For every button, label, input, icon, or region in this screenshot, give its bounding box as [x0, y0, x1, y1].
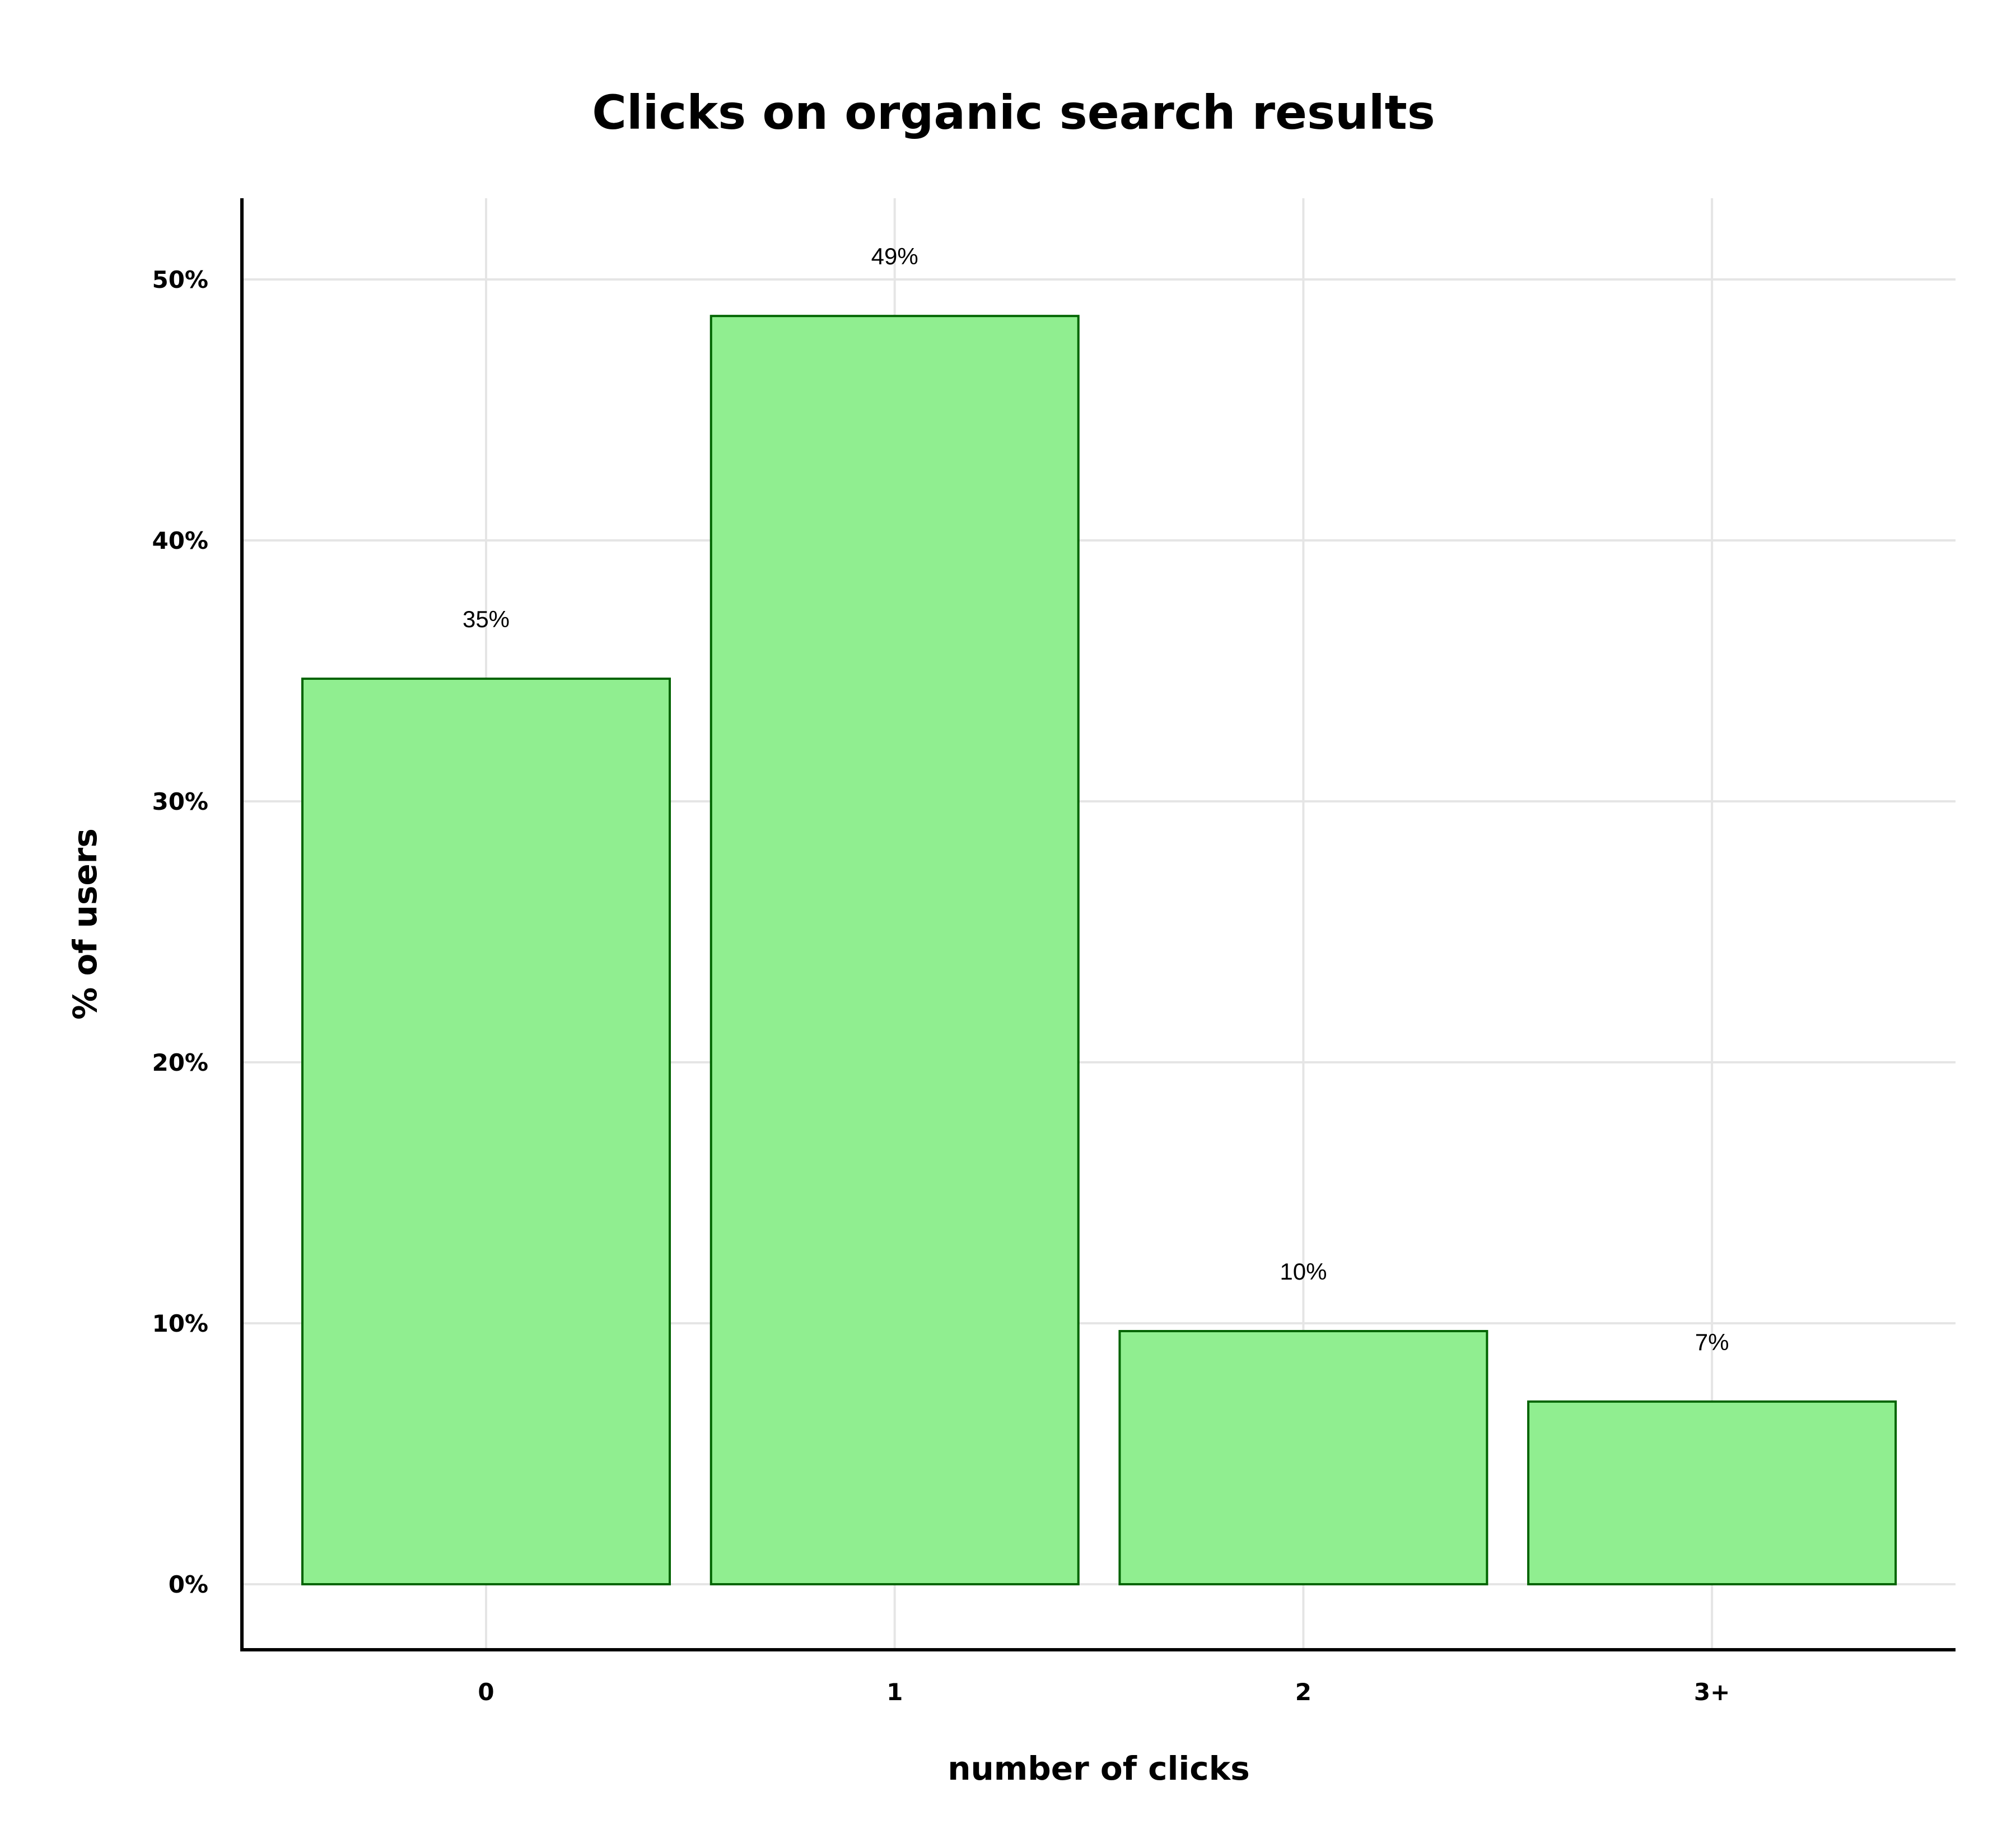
- y-tick-label: 20%: [152, 1049, 208, 1076]
- bar-0: [301, 677, 671, 1585]
- bar-1: [710, 315, 1080, 1585]
- x-tick-label: 0: [478, 1678, 494, 1706]
- x-tick-label: 2: [1295, 1678, 1312, 1706]
- data-label: 7%: [1695, 1329, 1729, 1355]
- data-label: 49%: [871, 243, 918, 269]
- bar-3+: [1527, 1400, 1897, 1586]
- data-label: 10%: [1280, 1258, 1327, 1285]
- chart-title: Clicks on organic search results: [592, 85, 1435, 140]
- y-axis-title: % of users: [66, 828, 104, 1020]
- data-label: 35%: [463, 606, 510, 632]
- x-tick-label: 3+: [1694, 1678, 1730, 1706]
- labels: 0% 10% 20% 30% 40% 50% 0 1 2 3+ 35% 49% 10% 7%: [152, 243, 1730, 1706]
- bar-2: [1118, 1329, 1488, 1585]
- y-tick-label: 30%: [152, 788, 208, 815]
- x-tick-label: 1: [886, 1678, 903, 1706]
- y-tick-label: 0%: [169, 1571, 208, 1598]
- y-tick-label: 40%: [152, 527, 208, 554]
- y-tick-label: 10%: [152, 1310, 208, 1337]
- x-axis-title: number of clicks: [948, 1749, 1250, 1788]
- axes: [240, 198, 1956, 1651]
- y-tick-label: 50%: [152, 266, 208, 293]
- bars: [301, 315, 1897, 1586]
